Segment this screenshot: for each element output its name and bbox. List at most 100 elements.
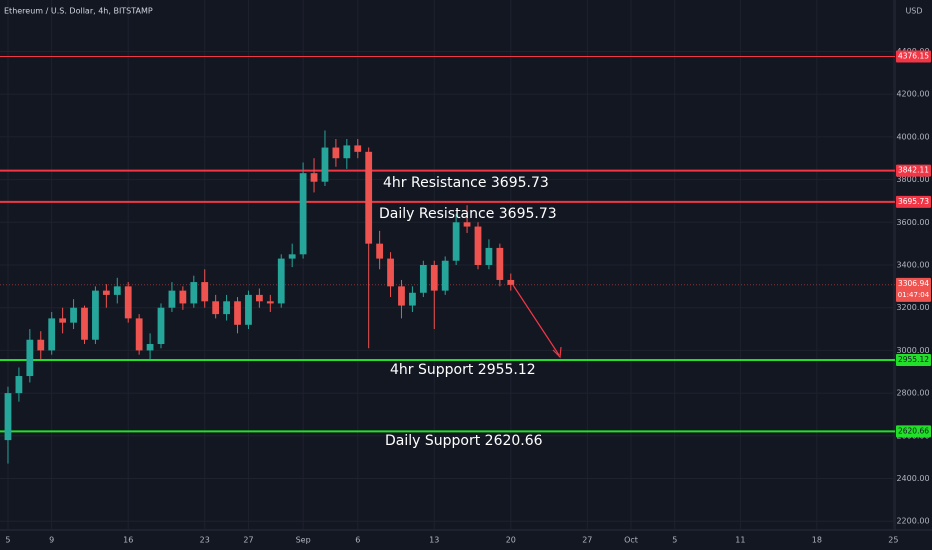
candle-body	[157, 307, 165, 345]
x-tick-label: 25	[888, 536, 898, 545]
candle-body	[113, 286, 121, 295]
y-tick-label: 3600.00	[896, 218, 929, 227]
candle-body	[70, 307, 77, 323]
x-tick-label: 16	[123, 536, 133, 545]
countdown: 01:47:04	[898, 291, 930, 299]
candle-body	[507, 279, 515, 285]
candle-body	[266, 301, 274, 304]
candle-body	[343, 145, 351, 159]
y-tick-label: 3000.00	[896, 346, 929, 355]
annotation: Daily Support 2620.66	[385, 433, 543, 449]
x-tick-label: 18	[812, 536, 822, 545]
candle-body	[201, 282, 209, 302]
price-label: 3695.73	[898, 197, 929, 206]
candle-body	[376, 243, 384, 259]
candle-body	[124, 286, 132, 319]
x-tick-label: 23	[200, 536, 210, 545]
price-badge	[896, 50, 931, 63]
y-tick-label: 3200.00	[896, 303, 929, 312]
candle-body	[168, 290, 176, 308]
current-price-label: 3306.94	[898, 279, 929, 288]
candle-body	[48, 318, 56, 351]
price-badge	[896, 164, 931, 177]
arrow	[512, 284, 560, 356]
price-label: 2955.12	[898, 355, 929, 364]
candle-body	[409, 292, 416, 306]
currency[interactable]: USD	[905, 7, 922, 16]
candle-body	[190, 282, 198, 304]
candle-body	[441, 260, 449, 291]
axes: 4400.004200.004000.003800.003600.003400.…	[5, 47, 931, 545]
candle-body	[212, 301, 220, 315]
candle-body	[245, 294, 252, 325]
candle-body	[365, 151, 373, 244]
price-label: 3842.11	[898, 166, 929, 175]
candle-body	[452, 222, 460, 261]
x-tick-label: 20	[506, 536, 516, 545]
candle-body	[463, 222, 471, 227]
x-tick-label: Sep	[296, 536, 311, 545]
candle-body	[179, 290, 187, 304]
candle-body	[321, 147, 329, 182]
candle-body	[387, 258, 394, 287]
levels	[0, 56, 895, 433]
candle-body	[81, 307, 88, 340]
y-tick-label: 3400.00	[896, 261, 929, 270]
x-tick-label: 27	[243, 536, 253, 545]
y-tick-label: 3800.00	[896, 175, 929, 184]
candle-body	[102, 290, 110, 295]
x-tick-label: 11	[735, 536, 745, 545]
annotation: 4hr Resistance 3695.73	[383, 175, 549, 191]
price-label: 2620.66	[898, 426, 929, 435]
candle-body	[299, 173, 307, 255]
candle-body	[354, 145, 362, 152]
candle-body	[398, 286, 405, 306]
candle-body	[92, 290, 99, 340]
x-tick-label: 9	[49, 536, 54, 545]
current-price-badge	[896, 277, 931, 302]
candle-body	[430, 265, 438, 291]
candle-body	[135, 318, 143, 351]
arrow-head	[552, 346, 562, 359]
candle-body	[310, 173, 318, 182]
candle-body	[485, 247, 493, 265]
x-tick-label: 5	[5, 536, 10, 545]
y-tick-label: 2400.00	[896, 474, 929, 483]
price-badge	[896, 195, 931, 208]
grid	[0, 0, 895, 530]
price-badge	[896, 353, 931, 366]
candle-body	[37, 339, 45, 351]
candle-body	[288, 254, 296, 259]
y-tick-label: 4200.00	[896, 90, 929, 99]
candle-body	[146, 344, 154, 351]
y-tick-label: 2800.00	[896, 389, 929, 398]
x-tick-label: 13	[429, 536, 439, 545]
y-tick-label: 2200.00	[896, 517, 929, 526]
candle-body	[419, 265, 427, 293]
x-tick-label: 5	[672, 536, 677, 545]
price-label: 4376.15	[898, 52, 929, 61]
x-tick-label: 27	[582, 536, 592, 545]
candle-body	[15, 376, 23, 394]
annotation: 4hr Support 2955.12	[390, 362, 536, 378]
candle-body	[496, 247, 504, 280]
x-tick-label: Oct	[624, 536, 638, 545]
x-tick-label: 6	[355, 536, 360, 545]
candle-body	[277, 258, 285, 304]
currency-badge[interactable]	[900, 3, 930, 17]
price-badge	[896, 425, 931, 438]
candles	[4, 130, 515, 464]
candle-body	[4, 393, 12, 441]
candle-body	[26, 339, 34, 377]
y-tick-label: 4000.00	[896, 132, 929, 141]
candle-body	[332, 147, 340, 159]
candle-body	[234, 301, 241, 325]
chart-title: Ethereum / U.S. Dollar, 4h, BITSTAMP	[4, 7, 153, 16]
candle-body	[59, 318, 67, 323]
annotation: Daily Resistance 3695.73	[379, 206, 557, 222]
candle-body	[223, 301, 230, 315]
candle-body	[474, 226, 482, 265]
candle-body	[255, 294, 263, 302]
